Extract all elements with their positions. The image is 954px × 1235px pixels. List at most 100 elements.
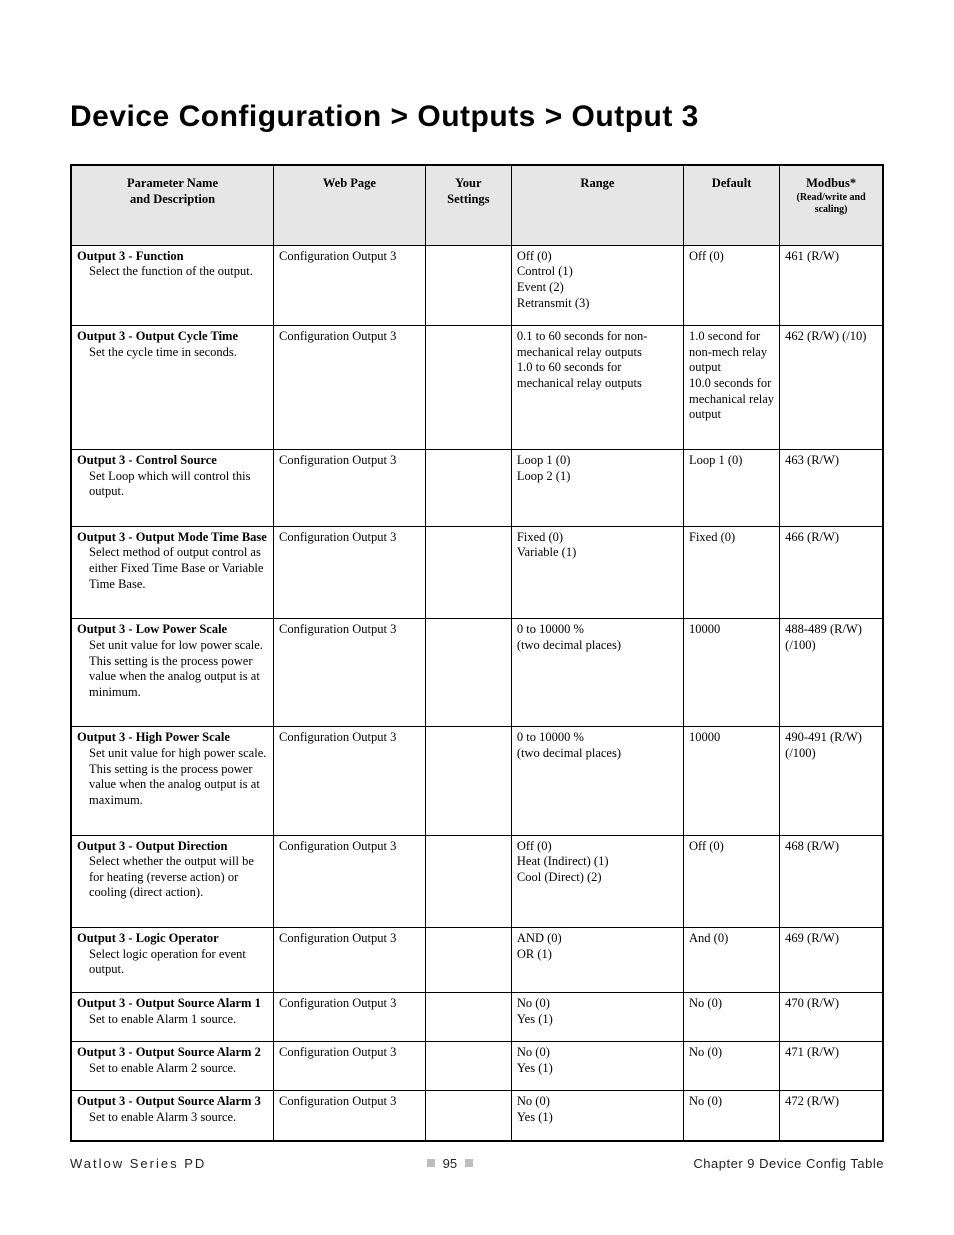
col-range: Range bbox=[511, 165, 683, 245]
param-name: Output 3 - Output Direction bbox=[77, 839, 227, 853]
table-row: Output 3 - Output Mode Time BaseSelect m… bbox=[71, 526, 883, 619]
cell-settings bbox=[425, 727, 511, 835]
footer-right: Chapter 9 Device Config Table bbox=[693, 1156, 884, 1171]
cell-range: 0 to 10000 %(two decimal places) bbox=[511, 727, 683, 835]
param-desc: Set unit value for low power scale. This… bbox=[77, 638, 268, 701]
cell-range: Loop 1 (0)Loop 2 (1) bbox=[511, 449, 683, 526]
cell-param: Output 3 - Output Cycle TimeSet the cycl… bbox=[71, 326, 273, 450]
col-modbus-title: Modbus* bbox=[806, 176, 856, 190]
cell-range: No (0)Yes (1) bbox=[511, 1091, 683, 1141]
table-row: Output 3 - Output DirectionSelect whethe… bbox=[71, 835, 883, 928]
cell-webpage: Configuration Output 3 bbox=[273, 1091, 425, 1141]
param-desc: Select whether the output will be for he… bbox=[77, 854, 268, 901]
table-row: Output 3 - Output Cycle TimeSet the cycl… bbox=[71, 326, 883, 450]
cell-settings bbox=[425, 526, 511, 619]
param-name: Output 3 - Control Source bbox=[77, 453, 217, 467]
param-desc: Set to enable Alarm 3 source. bbox=[77, 1110, 268, 1126]
cell-range: Off (0)Control (1)Event (2)Retransmit (3… bbox=[511, 245, 683, 326]
param-name: Output 3 - Output Source Alarm 2 bbox=[77, 1045, 261, 1059]
footer-left: Watlow Series PD bbox=[70, 1156, 206, 1171]
param-name: Output 3 - Output Cycle Time bbox=[77, 329, 238, 343]
cell-default: 10000 bbox=[684, 727, 780, 835]
param-desc: Select the function of the output. bbox=[77, 264, 268, 280]
table-row: Output 3 - Logic OperatorSelect logic op… bbox=[71, 928, 883, 993]
cell-webpage: Configuration Output 3 bbox=[273, 245, 425, 326]
cell-webpage: Configuration Output 3 bbox=[273, 992, 425, 1041]
cell-default: And (0) bbox=[684, 928, 780, 993]
cell-range: No (0)Yes (1) bbox=[511, 1042, 683, 1091]
cell-range: AND (0)OR (1) bbox=[511, 928, 683, 993]
col-param: Parameter Nameand Description bbox=[71, 165, 273, 245]
page-footer: Watlow Series PD 95 Chapter 9 Device Con… bbox=[70, 1156, 884, 1171]
cell-modbus: 470 (R/W) bbox=[780, 992, 883, 1041]
cell-settings bbox=[425, 1042, 511, 1091]
col-settings: YourSettings bbox=[425, 165, 511, 245]
footer-center: 95 bbox=[427, 1156, 473, 1171]
cell-modbus: 466 (R/W) bbox=[780, 526, 883, 619]
cell-default: Loop 1 (0) bbox=[684, 449, 780, 526]
cell-default: Off (0) bbox=[684, 835, 780, 928]
cell-webpage: Configuration Output 3 bbox=[273, 1042, 425, 1091]
cell-default: No (0) bbox=[684, 1042, 780, 1091]
cell-param: Output 3 - High Power Scale Set unit valu… bbox=[71, 727, 273, 835]
param-desc: Set to enable Alarm 1 source. bbox=[77, 1012, 268, 1028]
table-body: Output 3 - FunctionSelect the function o… bbox=[71, 245, 883, 1141]
cell-default: No (0) bbox=[684, 1091, 780, 1141]
param-name: Output 3 - Low Power Scale bbox=[77, 622, 227, 636]
config-table: Parameter Nameand Description Web Page Y… bbox=[70, 164, 884, 1142]
table-row: Output 3 - Low Power Scale Set unit value… bbox=[71, 619, 883, 727]
param-desc: Set unit value for high power scale. Thi… bbox=[77, 746, 268, 809]
cell-default: No (0) bbox=[684, 992, 780, 1041]
cell-param: Output 3 - Logic OperatorSelect logic op… bbox=[71, 928, 273, 993]
cell-webpage: Configuration Output 3 bbox=[273, 326, 425, 450]
cell-webpage: Configuration Output 3 bbox=[273, 727, 425, 835]
col-modbus: Modbus* (Read/write and scaling) bbox=[780, 165, 883, 245]
cell-range: Fixed (0)Variable (1) bbox=[511, 526, 683, 619]
cell-modbus: 463 (R/W) bbox=[780, 449, 883, 526]
table-row: Output 3 - Output Source Alarm 2Set to e… bbox=[71, 1042, 883, 1091]
cell-range: No (0)Yes (1) bbox=[511, 992, 683, 1041]
param-name: Output 3 - High Power Scale bbox=[77, 730, 230, 744]
param-desc: Select logic operation for event output. bbox=[77, 947, 268, 978]
cell-modbus: 472 (R/W) bbox=[780, 1091, 883, 1141]
cell-param: Output 3 - Output Mode Time BaseSelect m… bbox=[71, 526, 273, 619]
cell-param: Output 3 - Control Source Set Loop which … bbox=[71, 449, 273, 526]
cell-webpage: Configuration Output 3 bbox=[273, 526, 425, 619]
cell-modbus: 469 (R/W) bbox=[780, 928, 883, 993]
cell-settings bbox=[425, 992, 511, 1041]
cell-modbus: 471 (R/W) bbox=[780, 1042, 883, 1091]
cell-modbus: 462 (R/W) (/10) bbox=[780, 326, 883, 450]
document-page: Device Configuration > Outputs > Output … bbox=[0, 0, 954, 1201]
cell-settings bbox=[425, 928, 511, 993]
table-row: Output 3 - Output Source Alarm 1Set to e… bbox=[71, 992, 883, 1041]
table-row: Output 3 - Control Source Set Loop which … bbox=[71, 449, 883, 526]
page-title: Device Configuration > Outputs > Output … bbox=[70, 100, 884, 134]
table-row: Output 3 - Output Source Alarm 3 Set to e… bbox=[71, 1091, 883, 1141]
param-name: Output 3 - Output Source Alarm 3 bbox=[77, 1094, 261, 1108]
square-icon bbox=[427, 1159, 435, 1167]
cell-modbus: 461 (R/W) bbox=[780, 245, 883, 326]
cell-param: Output 3 - Low Power Scale Set unit value… bbox=[71, 619, 273, 727]
cell-settings bbox=[425, 619, 511, 727]
cell-settings bbox=[425, 245, 511, 326]
cell-settings bbox=[425, 326, 511, 450]
cell-param: Output 3 - Output Source Alarm 1Set to e… bbox=[71, 992, 273, 1041]
cell-range: 0.1 to 60 seconds for non-mechanical rel… bbox=[511, 326, 683, 450]
cell-param: Output 3 - Output Source Alarm 3 Set to e… bbox=[71, 1091, 273, 1141]
cell-settings bbox=[425, 835, 511, 928]
param-desc: Set Loop which will control this output. bbox=[77, 469, 268, 500]
table-row: Output 3 - FunctionSelect the function o… bbox=[71, 245, 883, 326]
cell-modbus: 490-491 (R/W) (/100) bbox=[780, 727, 883, 835]
page-number: 95 bbox=[443, 1156, 457, 1171]
cell-webpage: Configuration Output 3 bbox=[273, 449, 425, 526]
cell-param: Output 3 - Output Source Alarm 2Set to e… bbox=[71, 1042, 273, 1091]
cell-settings bbox=[425, 449, 511, 526]
cell-range: Off (0)Heat (Indirect) (1)Cool (Direct) … bbox=[511, 835, 683, 928]
cell-range: 0 to 10000 %(two decimal places) bbox=[511, 619, 683, 727]
square-icon bbox=[465, 1159, 473, 1167]
table-header: Parameter Nameand Description Web Page Y… bbox=[71, 165, 883, 245]
param-name: Output 3 - Output Mode Time Base bbox=[77, 530, 267, 544]
cell-webpage: Configuration Output 3 bbox=[273, 619, 425, 727]
cell-default: 1.0 second for non-mech relay output10.0… bbox=[684, 326, 780, 450]
cell-modbus: 488-489 (R/W) (/100) bbox=[780, 619, 883, 727]
